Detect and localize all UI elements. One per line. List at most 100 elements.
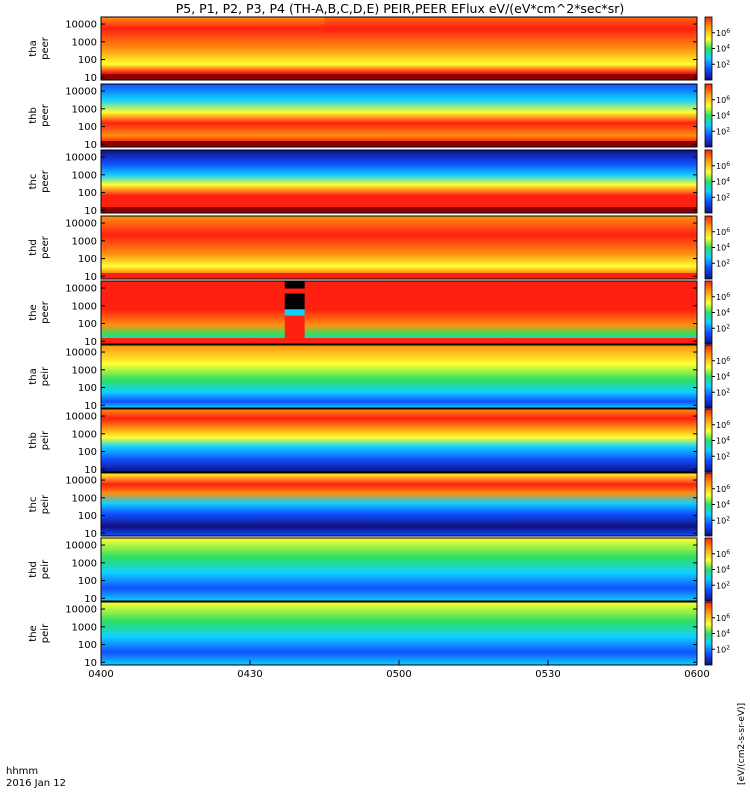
colorbar-thc-peer: 102 104 106 — [704, 149, 730, 214]
data-gap — [284, 281, 305, 344]
chart-title: P5, P1, P2, P3, P4 (TH-A,B,C,D,E) PEIR,P… — [176, 1, 625, 16]
y-tick-label: 10000 — [65, 219, 97, 230]
colorbar-tick-label: 102 — [716, 258, 730, 268]
y-tick-label: 10000 — [65, 541, 97, 552]
y-tick-label: 10000 — [65, 605, 97, 616]
panel-thd-peir: 10 100 1000 10000 thdpeir 102 104 106 — [28, 537, 730, 605]
panel-label: thcpeir — [28, 494, 51, 514]
panel-thd-peer: 10 100 1000 10000 thdpeer 102 104 106 — [28, 215, 730, 283]
y-tick-label: 10000 — [65, 87, 97, 98]
y-tick-label: 10 — [84, 594, 97, 605]
y-tick-label: 10 — [84, 529, 97, 540]
colorbar-tick-label: 102 — [716, 515, 730, 525]
colorbar-tick-label: 106 — [716, 613, 730, 623]
panel-label: thapeir — [28, 366, 51, 386]
colorbar-tha-peir: 102 104 106 — [704, 344, 730, 409]
x-tick-label: 0600 — [684, 669, 709, 680]
panel-label: thepeer — [28, 300, 51, 324]
y-tick-label: 100 — [78, 383, 97, 394]
spectrogram-thc-peir — [101, 473, 697, 536]
colorbar-tick-label: 104 — [716, 44, 730, 54]
panel-tha-peer: 10 100 1000 10000 thapeer 102 104 106 — [28, 16, 730, 84]
y-tick-label: 100 — [78, 254, 97, 265]
spectrogram-thc-peer — [101, 150, 697, 213]
y-tick-label: 100 — [78, 511, 97, 522]
y-tick-label: 1000 — [72, 365, 97, 376]
panel-thc-peir: 10 100 1000 10000 thcpeir 102 104 106 — [28, 472, 730, 540]
colorbar-tick-label: 104 — [716, 565, 730, 575]
spectrogram-the-peir — [101, 602, 697, 665]
colorbar-tick-label: 106 — [716, 549, 730, 559]
colorbar-tick-label: 104 — [716, 243, 730, 253]
low-energy-band — [101, 338, 697, 344]
colorbar-thb-peir: 102 104 106 — [704, 408, 730, 473]
colorbar-thd-peir: 102 104 106 — [704, 537, 730, 602]
y-tick-label: 10 — [84, 658, 97, 669]
low-energy-band — [101, 74, 697, 80]
event-region — [324, 17, 697, 33]
y-tick-label: 100 — [78, 122, 97, 133]
colorbar-tick-label: 102 — [716, 59, 730, 69]
y-tick-label: 10 — [84, 337, 97, 348]
y-tick-label: 100 — [78, 188, 97, 199]
colorbar-tick-label: 106 — [716, 292, 730, 302]
y-tick-label: 10000 — [65, 153, 97, 164]
panel-tha-peir: 10 100 1000 10000 thapeir 102 104 106 — [28, 344, 730, 412]
colorbar-tick-label: 104 — [716, 177, 730, 187]
y-tick-label: 100 — [78, 55, 97, 66]
y-tick-label: 1000 — [72, 429, 97, 440]
colorbar-thc-peir: 102 104 106 — [704, 472, 730, 537]
y-tick-label: 10000 — [65, 348, 97, 359]
colorbar-tick-label: 104 — [716, 500, 730, 510]
colorbar-tick-label: 106 — [716, 484, 730, 494]
y-tick-label: 10 — [84, 206, 97, 217]
y-tick-label: 10 — [84, 465, 97, 476]
x-tick-label: 0530 — [535, 669, 560, 680]
colorbar-label: [eV/(cm2-s-sr-eV)] — [737, 703, 747, 785]
colorbar-tick-label: 104 — [716, 629, 730, 639]
y-tick-label: 10 — [84, 140, 97, 151]
panel-label: thcpeer — [28, 169, 51, 193]
panel-label: thbpeir — [28, 430, 51, 450]
spectrogram-tha-peer — [101, 17, 697, 80]
panel-label: thepeir — [28, 623, 51, 643]
colorbar-tick-label: 102 — [716, 323, 730, 333]
colorbar-tick-label: 106 — [716, 161, 730, 171]
y-tick-label: 10000 — [65, 284, 97, 295]
x-axis-label: hhmm — [6, 766, 38, 777]
y-tick-label: 10 — [84, 401, 97, 412]
panel-label: thdpeer — [28, 235, 51, 259]
colorbar-tick-label: 104 — [716, 372, 730, 382]
y-tick-label: 10000 — [65, 412, 97, 423]
colorbar-tick-label: 102 — [716, 387, 730, 397]
colorbar-tick-label: 104 — [716, 111, 730, 121]
y-tick-label: 10000 — [65, 476, 97, 487]
spectrogram-thd-peir — [101, 538, 697, 601]
colorbar-tick-label: 106 — [716, 28, 730, 38]
y-tick-label: 1000 — [72, 37, 97, 48]
x-tick-label: 0400 — [88, 669, 113, 680]
colorbar-tick-label: 102 — [716, 644, 730, 654]
panel-label: thapeer — [28, 36, 51, 60]
colorbar-tick-label: 102 — [716, 451, 730, 461]
low-energy-band — [101, 141, 697, 147]
colorbar-tick-label: 104 — [716, 436, 730, 446]
panel-thc-peer: 10 100 1000 10000 thcpeer 102 104 106 — [28, 149, 730, 217]
y-tick-label: 1000 — [72, 558, 97, 569]
date-label: 2016 Jan 12 — [6, 778, 66, 789]
colorbar-tick-label: 106 — [716, 420, 730, 430]
y-tick-label: 100 — [78, 640, 97, 651]
y-tick-label: 1000 — [72, 622, 97, 633]
y-tick-label: 1000 — [72, 104, 97, 115]
spectrogram-tha-peir — [101, 345, 697, 408]
y-tick-label: 10 — [84, 272, 97, 283]
y-tick-label: 1000 — [72, 170, 97, 181]
colorbar-thb-peer: 102 104 106 — [704, 83, 730, 148]
spectrogram-thb-peir — [101, 409, 697, 472]
colorbar-tick-label: 102 — [716, 580, 730, 590]
colorbar-the-peer: 102 104 106 — [704, 280, 730, 345]
event-region — [329, 281, 697, 297]
spectrogram-thb-peer — [101, 84, 697, 147]
panel-thb-peer: 10 100 1000 10000 thbpeer 102 104 106 — [28, 83, 730, 151]
